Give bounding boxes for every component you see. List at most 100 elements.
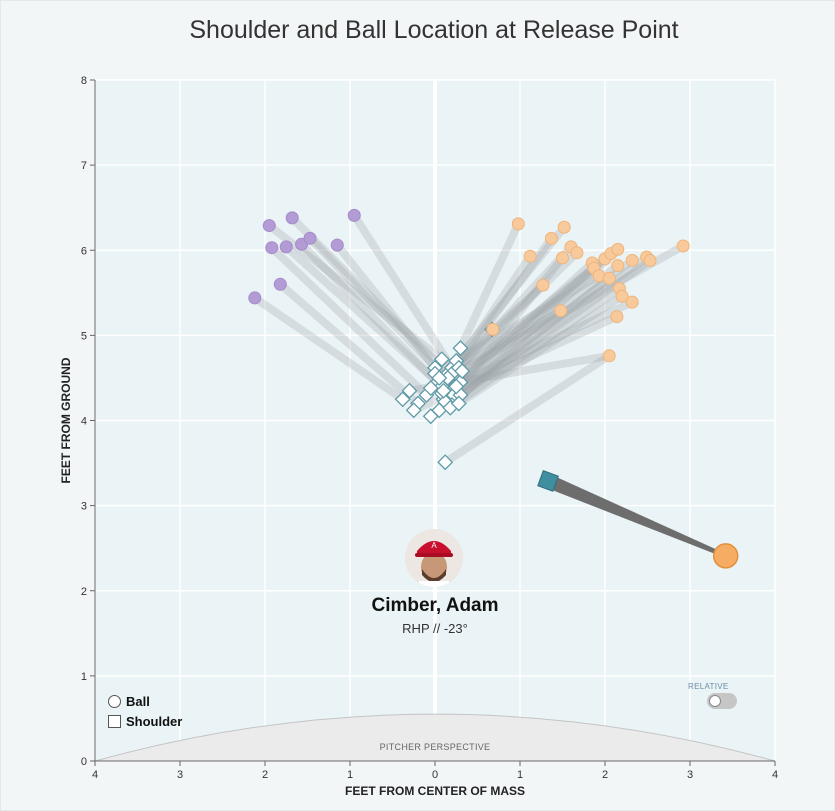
arm-link (454, 248, 581, 372)
ball-point-purple (330, 238, 344, 252)
shoulder-point (401, 382, 418, 399)
arm-link (267, 243, 431, 399)
ball-point-orange (486, 322, 500, 336)
arm-link (297, 240, 450, 395)
ball-point-orange (602, 349, 616, 363)
highlight-arm-link (545, 474, 727, 558)
shoulder-point (405, 402, 422, 419)
legend-ball-label: Ball (126, 694, 150, 709)
x-tick-label: 1 (517, 769, 523, 781)
ball-point-orange (602, 271, 616, 285)
shoulder-point (448, 378, 465, 395)
arm-link (250, 293, 407, 404)
arm-link (439, 298, 637, 395)
shoulder-point (439, 369, 456, 386)
highlight-ball-point (712, 543, 739, 569)
arm-link (456, 219, 523, 353)
y-tick-label: 3 (81, 501, 87, 513)
ball-point-orange (511, 217, 525, 231)
shoulder-point (433, 351, 450, 368)
arm-link (431, 271, 604, 378)
ball-point-purple (265, 241, 279, 255)
ball-point-purple (279, 240, 293, 254)
ball-point-orange (523, 249, 537, 263)
shoulder-point (422, 408, 439, 425)
arm-link (350, 211, 456, 372)
pitcher-avatar: A (405, 529, 463, 587)
relative-toggle[interactable] (707, 693, 737, 709)
shoulder-point (435, 382, 452, 399)
x-tick-label: 4 (92, 769, 98, 781)
arm-link (333, 241, 439, 372)
arm-link (276, 280, 422, 408)
ball-point-orange (554, 304, 568, 318)
x-axis-title: FEET FROM CENTER OF MASS (345, 784, 525, 798)
y-tick-label: 1 (81, 671, 87, 683)
y-tick-label: 4 (81, 416, 87, 428)
arm-link (439, 254, 609, 404)
highlight-shoulder-point (537, 470, 559, 492)
x-tick-label: 3 (687, 769, 693, 781)
y-tick-label: 8 (81, 75, 87, 87)
ball-point-orange (536, 278, 550, 292)
legend-ball: Ball (108, 694, 150, 709)
arm-link (282, 242, 442, 387)
perspective-label: PITCHER PERSPECTIVE (379, 742, 491, 752)
square-icon (108, 715, 121, 728)
shoulder-point (422, 380, 439, 397)
arm-link (454, 292, 626, 408)
y-tick-label: 0 (81, 756, 87, 768)
shoulder-point (394, 391, 411, 408)
arm-link (452, 261, 622, 391)
x-tick-label: 4 (772, 769, 778, 781)
ball-point-orange (544, 231, 558, 245)
x-tick-label: 2 (262, 769, 268, 781)
shoulder-point (452, 340, 469, 357)
shoulder-point (450, 395, 467, 412)
ball-point-orange (557, 220, 571, 234)
y-tick-label: 2 (81, 586, 87, 598)
chart-title: Shoulder and Ball Location at Release Po… (189, 16, 679, 44)
arm-link (288, 213, 452, 378)
arm-link (458, 249, 615, 376)
x-tick-label: 3 (177, 769, 183, 781)
arm-link (456, 253, 651, 399)
relative-label: RELATIVE (688, 682, 729, 691)
arm-link (443, 242, 575, 384)
pitcher-info: RHP // -23° (402, 621, 468, 636)
ball-point-orange (615, 289, 629, 303)
toggle-knob (709, 695, 721, 707)
ball-point-orange (625, 295, 639, 309)
y-tick-label: 7 (81, 160, 87, 172)
arm-link (456, 259, 597, 387)
pitcher-mound (94, 713, 776, 762)
arm-link (448, 234, 556, 378)
legend-shoulder-label: Shoulder (126, 714, 183, 729)
shoulder-point (431, 369, 448, 386)
y-axis-title: FEET FROM GROUND (59, 357, 73, 483)
shoulder-point (454, 363, 471, 380)
ball-point-orange (611, 259, 625, 273)
ball-point-purple (303, 231, 317, 245)
ball-point-orange (556, 251, 569, 265)
arm-link (446, 284, 624, 412)
svg-text:A: A (431, 541, 437, 550)
y-tick-label: 5 (81, 330, 87, 342)
arm-link (306, 234, 456, 389)
x-tick-label: 2 (602, 769, 608, 781)
arm-link (441, 274, 614, 406)
ball-point-purple (248, 291, 262, 305)
ball-point-orange (625, 253, 639, 267)
y-tick-label: 6 (81, 245, 87, 257)
arm-link (448, 245, 622, 410)
arm-link (441, 351, 614, 467)
x-tick-label: 1 (347, 769, 353, 781)
ball-point-purple (273, 277, 287, 291)
shoulder-point (437, 454, 454, 471)
ball-point-orange (676, 239, 690, 253)
ball-point-purple (285, 211, 299, 225)
ball-point-orange (570, 246, 584, 260)
ball-point-purple (347, 208, 361, 222)
ball-point-orange (611, 242, 625, 256)
ball-point-orange (610, 310, 624, 324)
